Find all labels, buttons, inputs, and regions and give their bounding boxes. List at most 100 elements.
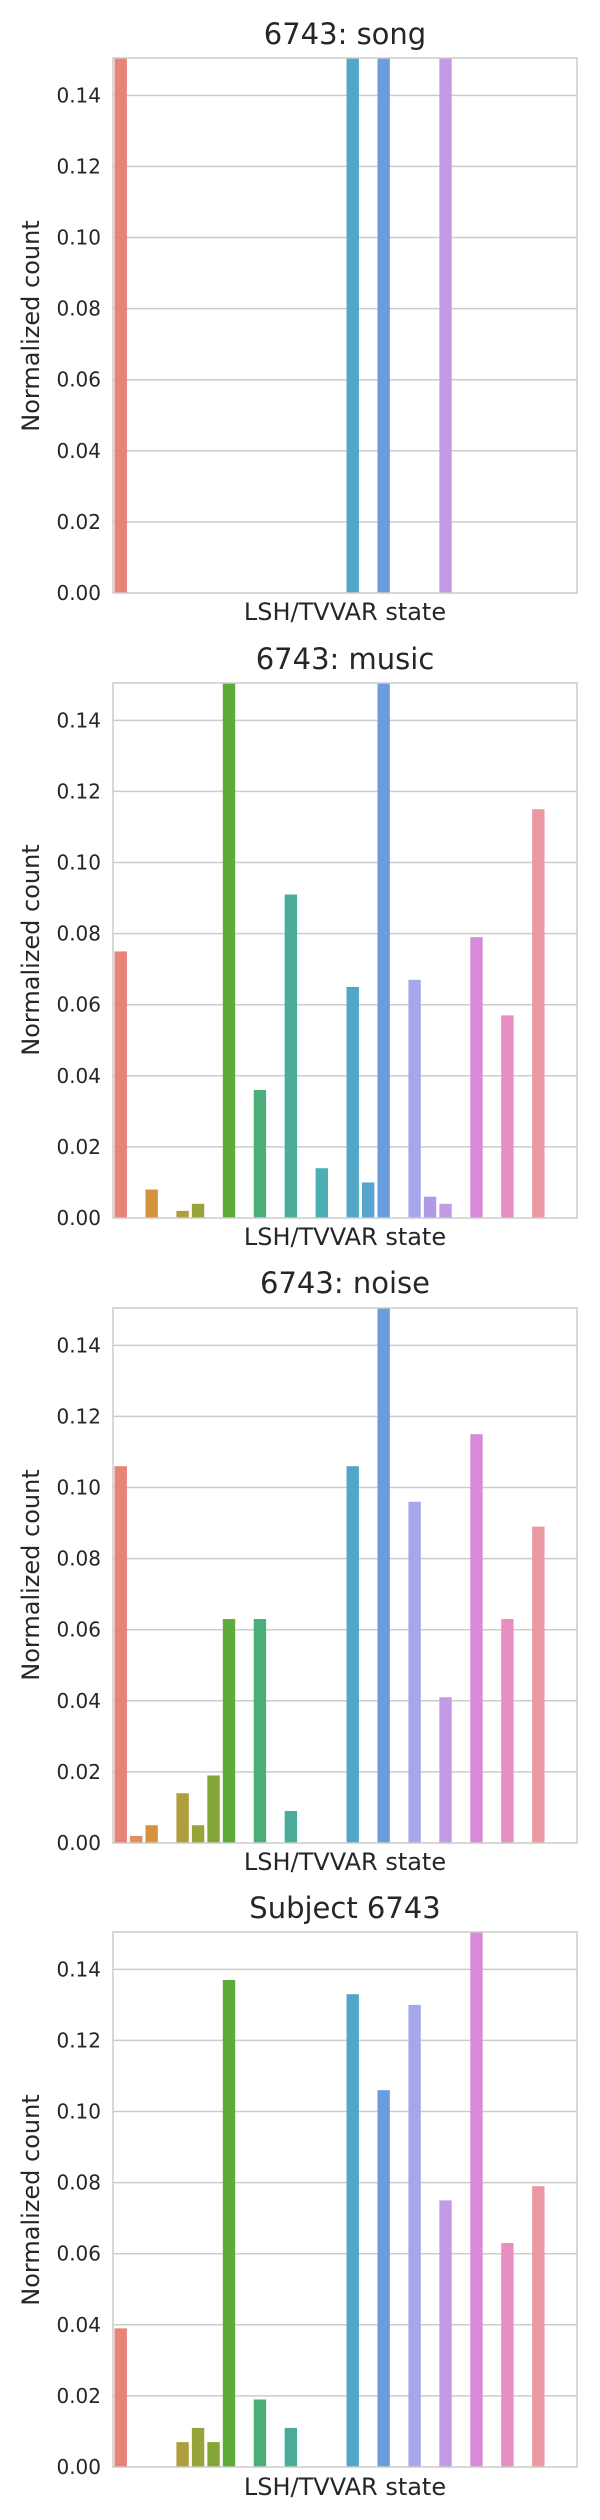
y-tick-label: 0.00 (56, 1831, 101, 1855)
bar (284, 2427, 298, 2467)
bar (532, 809, 545, 1218)
chart-title: 6743: music (256, 642, 435, 676)
bar (253, 2399, 267, 2467)
bar (362, 1182, 375, 1218)
bar (284, 894, 298, 1218)
bar (176, 2442, 189, 2467)
bar (145, 1825, 158, 1843)
bar (532, 2186, 545, 2467)
plot-frame (112, 682, 578, 1219)
x-axis-label: LSH/TVVAR state (244, 2473, 446, 2501)
y-tick-label: 0.04 (56, 1064, 101, 1088)
y-tick-label: 0.12 (56, 154, 101, 178)
y-tick-label: 0.08 (56, 1547, 101, 1571)
bar (114, 951, 127, 1218)
bar (501, 1619, 514, 1843)
bar (176, 1793, 189, 1843)
y-tick-label: 0.10 (56, 1476, 101, 1500)
y-tick-label: 0.00 (56, 1206, 101, 1230)
bar (377, 2090, 390, 2467)
y-tick-label: 0.06 (56, 2242, 101, 2266)
bar (130, 1835, 143, 1843)
bar (253, 1090, 267, 1218)
y-tick-label: 0.04 (56, 1689, 101, 1713)
bar (377, 1308, 390, 1843)
y-tick-label: 0.12 (56, 1404, 101, 1428)
y-tick-label: 0.06 (56, 1618, 101, 1642)
bar (191, 2427, 205, 2467)
y-tick-label: 0.00 (56, 581, 101, 605)
bar (501, 2243, 514, 2467)
bar (346, 986, 359, 1218)
bar-series (114, 683, 545, 1218)
y-tick-label: 0.06 (56, 993, 101, 1017)
bar (408, 979, 421, 1218)
plot-frame (112, 57, 578, 594)
bar (284, 1811, 298, 1843)
bar (191, 1203, 205, 1218)
y-tick-label: 0.14 (56, 1333, 101, 1357)
bar (439, 2200, 452, 2467)
bar (191, 1825, 205, 1843)
y-tick-label: 0.02 (56, 1760, 101, 1784)
y-tick-label: 0.10 (56, 2100, 101, 2124)
y-tick-label: 0.08 (56, 2171, 101, 2195)
y-tick-label: 0.10 (56, 851, 101, 875)
bar (114, 2328, 127, 2467)
chart-panel-subject: Subject 6743 Normalized count LSH/TVVAR … (17, 1891, 578, 2501)
bar (470, 937, 483, 1218)
bar (439, 1203, 452, 1218)
bar (346, 1466, 359, 1843)
gridlines (113, 719, 577, 1148)
bar (470, 1434, 483, 1843)
bar-series (114, 1308, 545, 1843)
bar (408, 2004, 421, 2467)
chart-title: 6743: song (264, 17, 426, 51)
bar (377, 58, 390, 593)
bar-series (114, 1932, 545, 2467)
y-tick-labels: 0.00 0.02 0.04 0.06 0.08 0.10 0.12 0.14 (56, 708, 101, 1230)
y-tick-label: 0.02 (56, 2384, 101, 2408)
x-axis-label: LSH/TVVAR state (244, 1848, 446, 1876)
chart-panel-song: 6743: song Normalized count LSH/TVVAR st… (17, 17, 578, 626)
bar (222, 1619, 236, 1843)
bar (315, 1168, 328, 1218)
y-tick-label: 0.06 (56, 368, 101, 392)
y-tick-label: 0.00 (56, 2455, 101, 2479)
y-tick-labels: 0.00 0.02 0.04 0.06 0.08 0.10 0.12 0.14 (56, 83, 101, 605)
plot-frame (112, 1931, 578, 2468)
bar (423, 1196, 437, 1218)
y-tick-label: 0.08 (56, 297, 101, 321)
bar (114, 58, 127, 593)
bar (145, 1189, 158, 1218)
bar (253, 1619, 267, 1843)
plot-frame (112, 1307, 578, 1844)
y-tick-label: 0.02 (56, 1135, 101, 1159)
y-tick-label: 0.14 (56, 83, 101, 107)
bar (114, 1466, 127, 1843)
y-tick-label: 0.04 (56, 439, 101, 463)
y-tick-label: 0.02 (56, 510, 101, 534)
bar (207, 1775, 220, 1843)
y-tick-label: 0.04 (56, 2313, 101, 2337)
bar (222, 1979, 236, 2467)
x-axis-label: LSH/TVVAR state (244, 1223, 446, 1251)
bar (501, 1015, 514, 1218)
bar (532, 1526, 545, 1843)
bar (470, 1932, 483, 2467)
chart-panel-music: 6743: music Normalized count LSH/TVVAR s… (17, 642, 578, 1251)
bar (176, 1210, 189, 1218)
y-tick-label: 0.12 (56, 2028, 101, 2052)
chart-title: Subject 6743 (249, 1891, 440, 1925)
bar (439, 58, 452, 593)
chart-title: 6743: noise (260, 1266, 430, 1300)
gridlines (113, 1344, 577, 1773)
bar (346, 1994, 359, 2467)
y-tick-label: 0.08 (56, 922, 101, 946)
bar (408, 1501, 421, 1843)
gridlines (113, 94, 577, 523)
chart-panel-noise: 6743: noise Normalized count LSH/TVVAR s… (17, 1266, 578, 1876)
x-axis-label: LSH/TVVAR state (244, 598, 446, 626)
gridlines (113, 1968, 577, 2397)
y-tick-labels: 0.00 0.02 0.04 0.06 0.08 0.10 0.12 0.14 (56, 1957, 101, 2479)
